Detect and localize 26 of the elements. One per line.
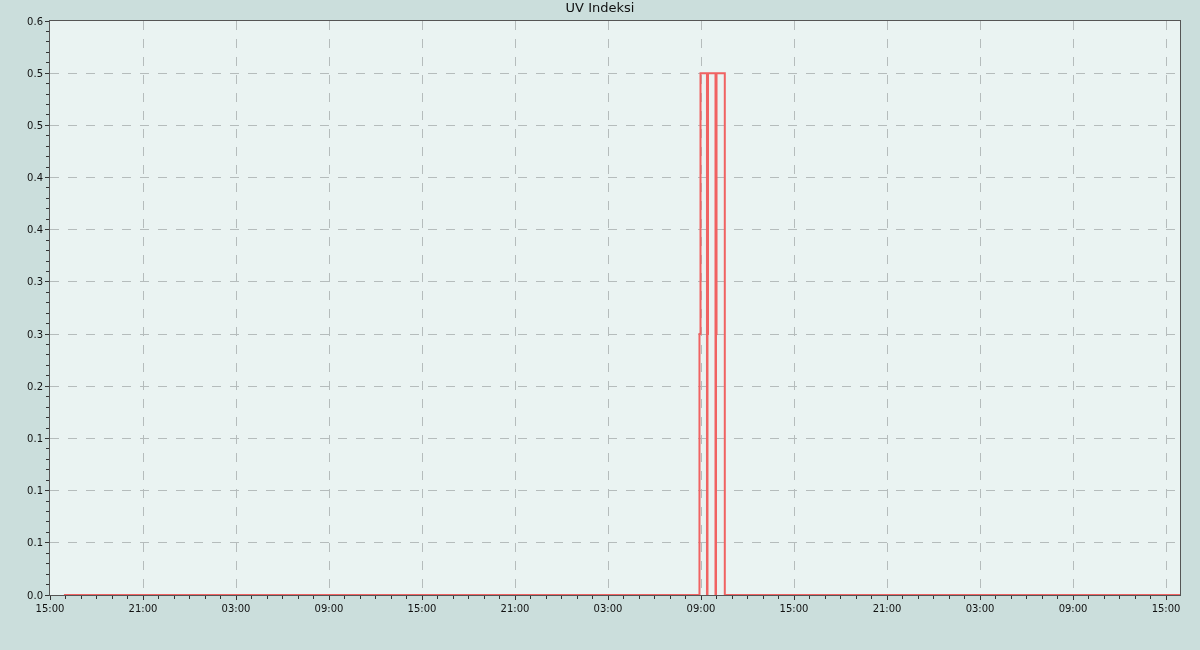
x-tick-label: 03:00: [593, 603, 623, 614]
y-tick-label: 0.1: [27, 432, 43, 444]
x-tick-label: 15:00: [779, 603, 809, 614]
chart-title: UV Indeksi: [565, 0, 635, 16]
x-tick-label: 21:00: [872, 603, 902, 614]
x-tick-label: 21:00: [500, 603, 530, 614]
x-tick-label: 15:00: [407, 603, 437, 614]
x-tick-label: 03:00: [221, 603, 251, 614]
x-tick-label: 03:00: [965, 603, 995, 614]
y-tick-label: 0.5: [27, 119, 43, 131]
x-tick-label: 15:00: [1151, 603, 1181, 614]
x-tick-label: 21:00: [128, 603, 158, 614]
y-tick-label: 0.3: [27, 276, 43, 288]
y-tick-label: 0.0: [27, 589, 43, 601]
y-tick-label: 0.2: [27, 380, 43, 392]
y-tick-label: 0.3: [27, 328, 43, 340]
y-tick-label: 0.1: [27, 485, 43, 497]
x-tick-label: 09:00: [686, 603, 716, 614]
x-tick-label: 15:00: [35, 603, 65, 614]
y-tick-label: 0.6: [27, 15, 43, 27]
y-tick-label: 0.4: [27, 172, 43, 184]
y-tick-label: 0.1: [27, 537, 43, 549]
y-tick-label: 0.5: [27, 67, 43, 79]
x-tick-label: 09:00: [314, 603, 344, 614]
x-tick-label: 09:00: [1058, 603, 1088, 614]
y-tick-label: 0.4: [27, 224, 43, 236]
